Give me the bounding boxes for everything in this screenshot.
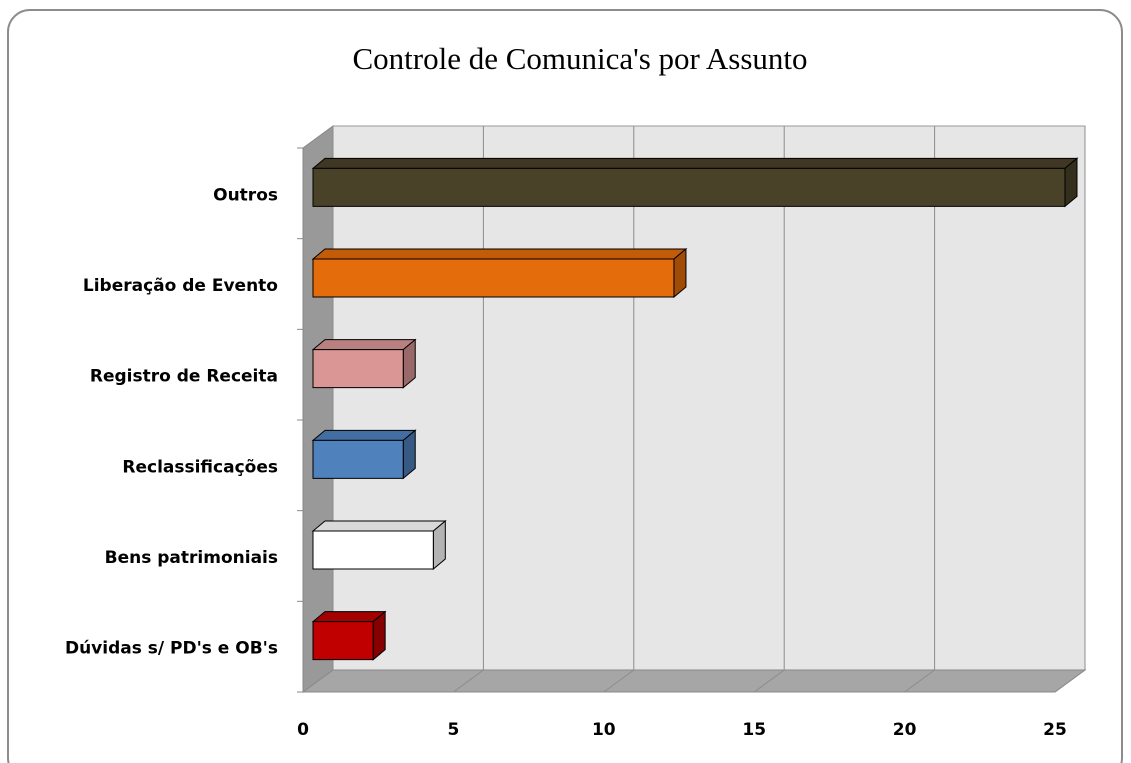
bar (311, 610, 387, 661)
y-tick-label: Reclassificações (122, 457, 278, 477)
bar (311, 157, 1079, 208)
bar-front (312, 530, 434, 570)
x-tick-label: 0 (297, 720, 309, 740)
x-tick-label: 10 (592, 720, 616, 740)
grid-line (904, 669, 935, 693)
back-wall (332, 125, 1086, 671)
bar (311, 338, 417, 389)
side-wall (302, 125, 334, 693)
y-tick-label: Liberação de Evento (83, 276, 278, 296)
grid-line (453, 669, 484, 693)
y-tick-label: Outros (213, 185, 278, 205)
chart-title: Controle de Comunica's por Assunto (352, 41, 807, 76)
floor (301, 669, 1087, 693)
grid-line (753, 669, 785, 693)
y-tick-label: Bens patrimoniais (105, 548, 278, 568)
grid-line (302, 669, 334, 693)
bar-top (311, 157, 1079, 169)
grid-line (1054, 669, 1086, 693)
bar (311, 429, 417, 480)
bar-top (311, 429, 417, 441)
x-tick-label: 25 (1043, 720, 1067, 740)
bar-front (312, 349, 404, 389)
bar-front (312, 621, 374, 661)
bar-top (311, 520, 447, 532)
grid-line (603, 669, 635, 693)
bar-top (311, 339, 417, 351)
y-tick-label: Dúvidas s/ PD's e OB's (65, 639, 278, 659)
bar (311, 519, 447, 571)
bar-front (312, 167, 1066, 207)
bar-front (312, 439, 404, 479)
x-tick-label: 15 (742, 720, 766, 740)
x-tick-label: 20 (893, 720, 917, 740)
x-tick-label: 5 (447, 720, 459, 740)
bar-top (311, 248, 688, 260)
y-tick-label: Registro de Receita (90, 367, 278, 387)
bar (311, 247, 688, 299)
bar-front (312, 258, 675, 298)
